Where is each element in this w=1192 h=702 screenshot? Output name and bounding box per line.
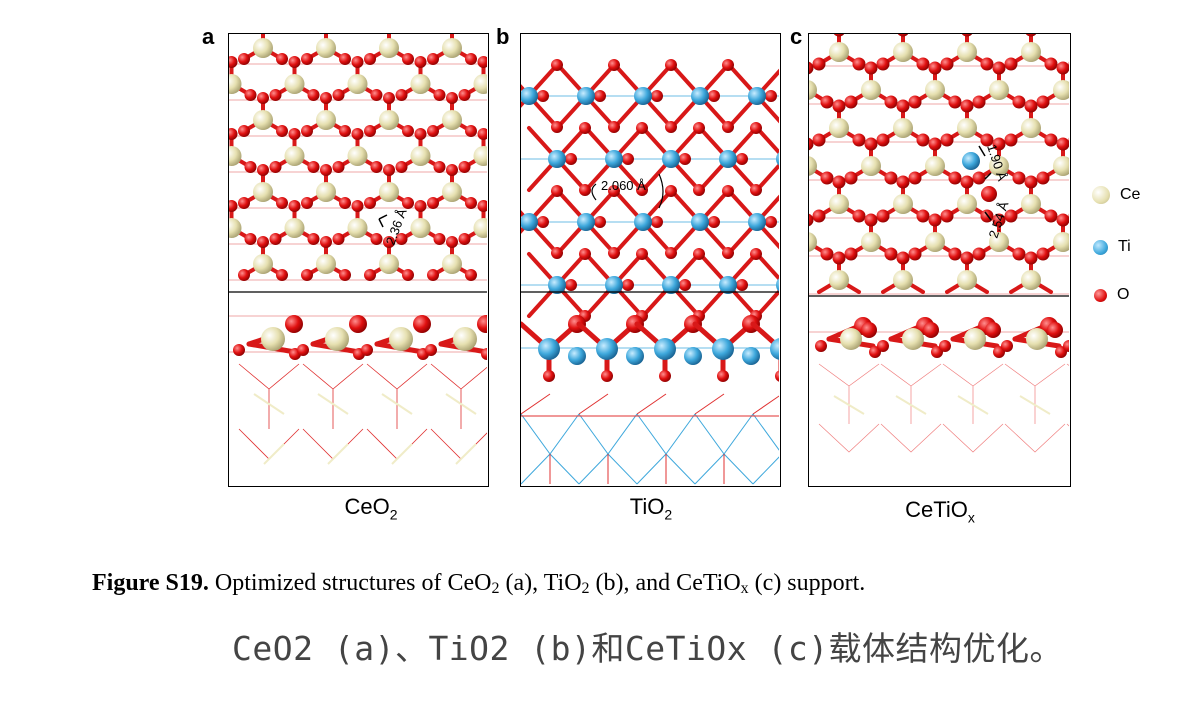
cetiox-structure-image: 1.90 Å 2.54 Å bbox=[809, 34, 1069, 453]
o-atom-icon bbox=[1094, 288, 1107, 302]
figure-caption: Figure S19. Optimized structures of CeO2… bbox=[92, 570, 866, 597]
caption-translation: CeO2 (a)、TiO2 (b)和CeTiOx (c)载体结构优化。 bbox=[232, 629, 1064, 668]
legend-item-ce: Ce bbox=[1092, 186, 1140, 204]
ti-atom-icon bbox=[1093, 239, 1108, 255]
legend-label-o: O bbox=[1117, 286, 1130, 303]
panel-label-c: CeTiOx bbox=[905, 497, 975, 526]
panel-a-ceo2-structure: 2.36 Å bbox=[228, 33, 489, 487]
panel-c-cetiox-structure: 1.90 Å 2.54 Å bbox=[808, 33, 1071, 487]
legend-label-ce: Ce bbox=[1120, 186, 1141, 203]
tio2-structure-image: 2.060 Å bbox=[521, 59, 779, 485]
legend-item-o: O bbox=[1094, 286, 1129, 304]
legend-item-ti: Ti bbox=[1093, 238, 1131, 256]
ceo2-structure-image: 2.36 Å bbox=[229, 34, 487, 465]
legend-label-ti: Ti bbox=[1118, 238, 1131, 255]
panel-letter-a: a bbox=[202, 24, 215, 49]
ce-atom-icon bbox=[1092, 186, 1110, 204]
panel-letter-b: b bbox=[496, 24, 510, 49]
panel-label-a: CeO2 bbox=[344, 494, 398, 523]
panel-label-b: TiO2 bbox=[629, 494, 673, 523]
panel-b-tio2-structure: 2.060 Å bbox=[520, 33, 781, 487]
panel-letter-c: c bbox=[790, 24, 803, 49]
bond-length-annotation-b: 2.060 Å bbox=[601, 178, 646, 193]
